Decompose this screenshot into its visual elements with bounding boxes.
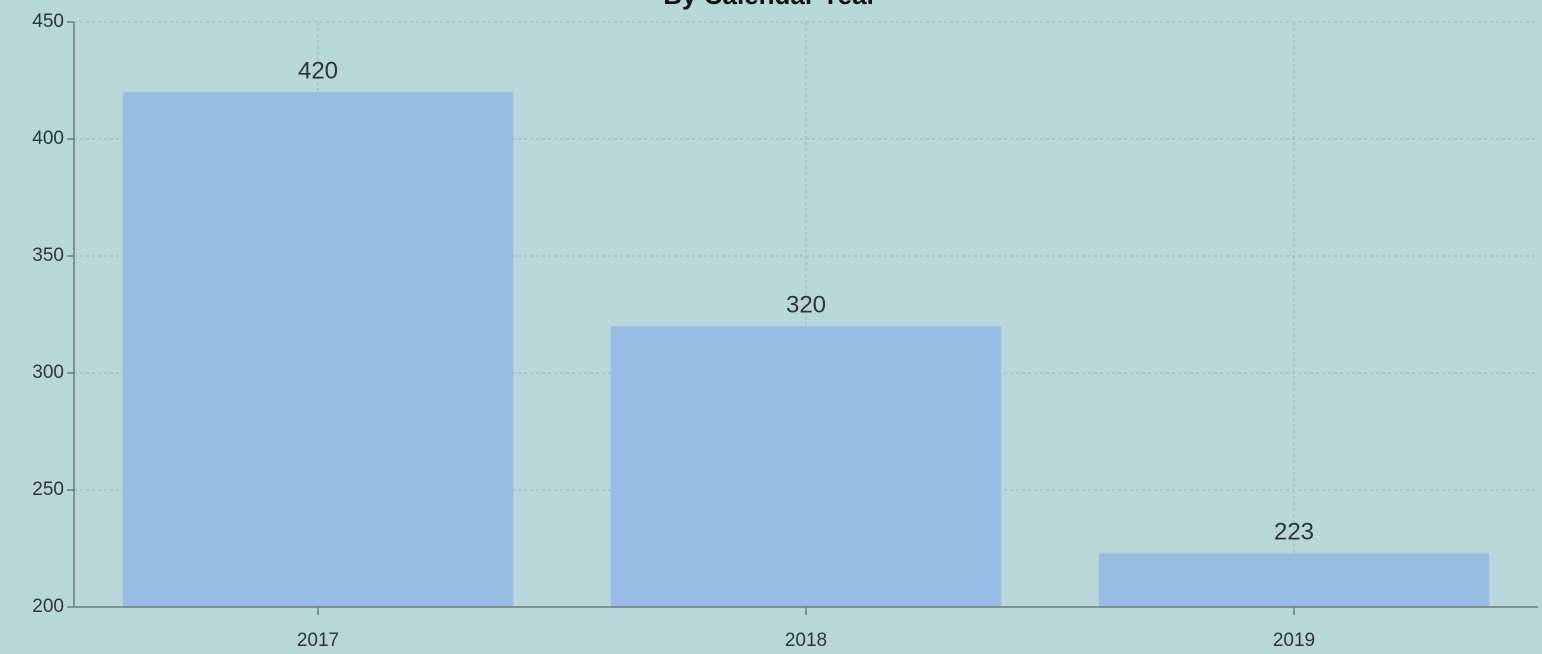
y-tick-label: 300: [32, 362, 64, 383]
x-tick-label: 2018: [785, 630, 827, 651]
chart-title: By Calendar Year: [663, 0, 876, 10]
y-tick-label: 450: [32, 11, 64, 32]
x-tick-label: 2019: [1273, 630, 1315, 651]
x-tick-label: 2017: [297, 630, 339, 651]
y-tick-label: 200: [32, 596, 64, 617]
value-label: 320: [786, 292, 826, 319]
y-tick-label: 350: [32, 245, 64, 266]
page-number: 17: [1506, 650, 1537, 654]
bar: [1098, 553, 1490, 607]
value-label: 223: [1274, 519, 1314, 546]
y-tick-label: 400: [32, 128, 64, 149]
bar: [610, 326, 1002, 607]
y-tick-label: 250: [32, 479, 64, 500]
bar: [122, 92, 514, 607]
value-label: 420: [298, 58, 338, 85]
